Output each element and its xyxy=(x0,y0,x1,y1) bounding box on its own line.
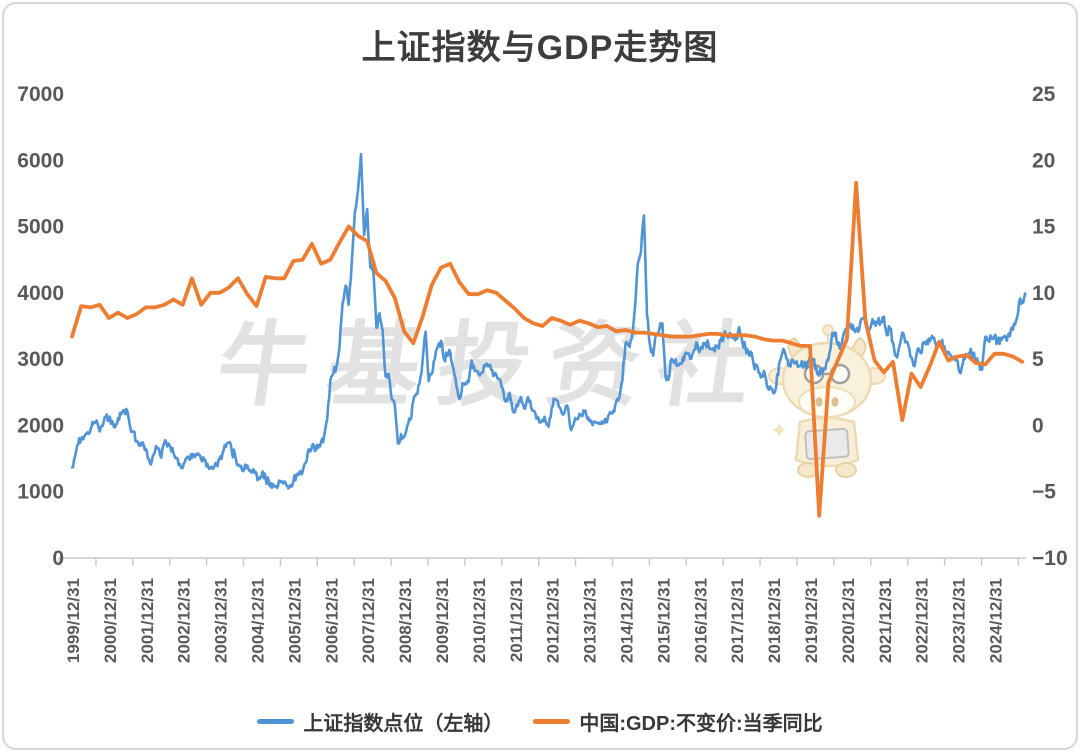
x-axis-label: 2005/12/31 xyxy=(285,578,304,663)
left-axis-label: 1000 xyxy=(17,481,64,504)
left-axis-label: 7000 xyxy=(17,83,64,106)
sparkle-icon: ✦ xyxy=(770,418,788,443)
x-axis-label: 2018/12/31 xyxy=(765,578,784,663)
right-axis-label: 25 xyxy=(1032,83,1056,106)
legend: 上证指数点位（左轴） 中国:GDP:不变价:当季同比 xyxy=(4,707,1076,736)
x-axis-label: 2012/12/31 xyxy=(544,578,563,663)
x-axis-label: 2009/12/31 xyxy=(433,578,452,663)
gdp-line-swatch-icon xyxy=(533,719,571,724)
left-axis-label: 6000 xyxy=(17,149,64,172)
gdp-yoy-line xyxy=(70,180,1025,518)
x-axis-label: 2004/12/31 xyxy=(249,578,268,663)
left-axis-label: 2000 xyxy=(17,414,64,437)
left-axis-label: 3000 xyxy=(17,348,64,371)
x-axis-label: 2001/12/31 xyxy=(138,578,157,663)
x-axis-label: 2011/12/31 xyxy=(507,578,526,662)
x-axis-label: 2024/12/31 xyxy=(987,578,1006,663)
x-axis-label: 2010/12/31 xyxy=(470,578,489,663)
x-axis-label: 2006/12/31 xyxy=(322,578,341,663)
x-axis-label: 2021/12/31 xyxy=(876,578,895,663)
right-axis-label: −5 xyxy=(1032,481,1056,504)
x-axis-label: 2017/12/31 xyxy=(728,578,747,663)
x-axis-label: 2016/12/31 xyxy=(691,578,710,663)
left-axis-label: 4000 xyxy=(17,282,64,305)
right-axis-label: 10 xyxy=(1032,282,1055,305)
chart-plot: 7000 6000 5000 4000 3000 2000 1000 0 25 20 15 10 5 0 −… xyxy=(17,83,1068,663)
x-axis-label: 2019/12/31 xyxy=(802,578,821,663)
right-axis-label: 0 xyxy=(1032,414,1044,437)
chart-title: 上证指数与GDP走势图 xyxy=(361,29,719,67)
sse-legend-label: 上证指数点位（左轴） xyxy=(303,713,504,735)
x-axis-label: 2008/12/31 xyxy=(396,578,415,663)
x-axis-label: 2003/12/31 xyxy=(212,578,231,663)
right-axis-label: 5 xyxy=(1032,348,1044,371)
left-axis-label: 5000 xyxy=(17,216,64,239)
sse-line-swatch-icon xyxy=(257,719,295,724)
x-axis-label: 2000/12/31 xyxy=(101,578,120,663)
x-axis-label: 2013/12/31 xyxy=(581,578,600,663)
x-axis-label: 2022/12/31 xyxy=(913,578,932,663)
right-axis-label: 20 xyxy=(1032,149,1055,172)
x-axis-label: 2015/12/31 xyxy=(654,578,673,663)
left-axis-label: 0 xyxy=(52,547,64,570)
x-axis-label: 2014/12/31 xyxy=(618,578,637,663)
x-axis-label: 2020/12/31 xyxy=(839,578,858,663)
gdp-legend-label: 中国:GDP:不变价:当季同比 xyxy=(579,713,823,735)
legend-item-gdp: 中国:GDP:不变价:当季同比 xyxy=(533,707,823,736)
x-axis-label: 2007/12/31 xyxy=(359,578,378,663)
x-axis-label: 1999/12/31 xyxy=(64,578,83,663)
legend-item-sse: 上证指数点位（左轴） xyxy=(257,707,503,736)
right-axis-label: 15 xyxy=(1032,216,1056,239)
right-axis-label: −10 xyxy=(1032,547,1068,570)
x-axis-label: 2002/12/31 xyxy=(175,578,194,663)
x-axis-label: 2023/12/31 xyxy=(950,578,969,663)
